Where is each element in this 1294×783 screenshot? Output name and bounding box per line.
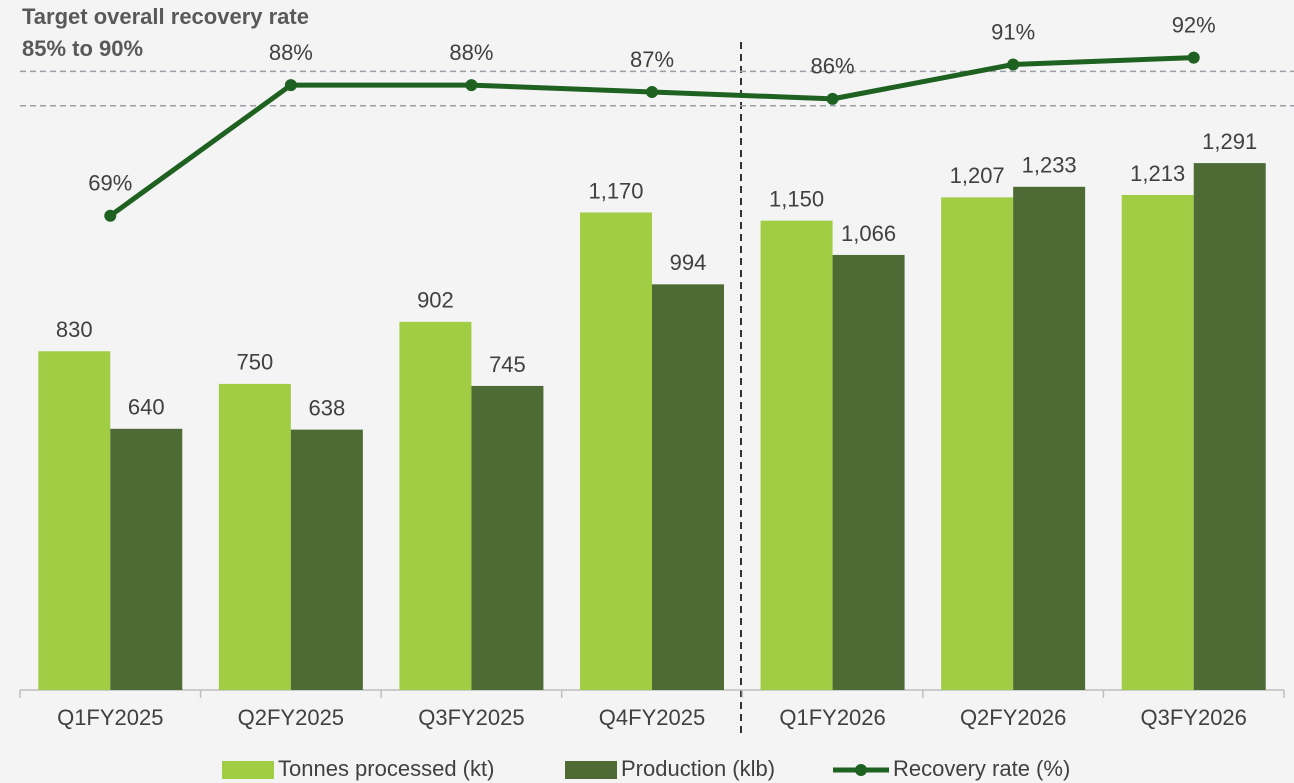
line-point [646, 85, 658, 98]
bar [290, 429, 363, 690]
bar [580, 212, 652, 690]
data-label: 640 [128, 395, 165, 420]
x-tick-label: Q2FY2026 [960, 705, 1066, 730]
line-point [104, 209, 117, 222]
data-label: 994 [670, 250, 707, 275]
data-label: 88% [449, 40, 493, 65]
bar [1013, 186, 1086, 691]
data-label: 1,233 [1022, 153, 1077, 178]
x-tick-label: Q3FY2025 [418, 705, 524, 730]
data-label: 86% [811, 54, 855, 79]
legend-swatch [855, 764, 867, 776]
data-label: 638 [308, 395, 345, 420]
data-label: 87% [630, 47, 674, 72]
line-point [1187, 51, 1200, 64]
data-label: 1,213 [1130, 161, 1185, 186]
data-label: 1,207 [950, 163, 1005, 188]
data-label: 92% [1172, 12, 1216, 37]
data-label: 745 [489, 352, 526, 377]
bar [218, 383, 291, 690]
data-label: 750 [236, 350, 273, 375]
x-tick-label: Q4FY2025 [599, 705, 705, 730]
bar [110, 428, 183, 690]
bar [652, 284, 724, 690]
line-point [465, 79, 478, 92]
data-label: 1,150 [769, 186, 824, 211]
annotation: 85% to 90% [22, 36, 143, 61]
x-tick-label: Q3FY2026 [1141, 705, 1247, 730]
legend-label: Tonnes processed (kt) [278, 756, 494, 781]
data-label: 902 [417, 288, 454, 313]
bar [941, 197, 1014, 690]
line-point [1007, 58, 1020, 71]
data-label: 1,170 [588, 178, 643, 203]
data-label: 830 [56, 317, 93, 342]
bar [38, 351, 111, 690]
legend-label: Production (klb) [621, 756, 775, 781]
bar [832, 254, 905, 690]
bar [471, 385, 544, 690]
bar [760, 220, 833, 690]
legend-swatch [565, 761, 617, 779]
line-point [284, 79, 297, 92]
data-label: 1,291 [1202, 129, 1257, 154]
bar [1193, 163, 1266, 691]
line-point [826, 92, 839, 105]
data-label: 1,066 [841, 221, 896, 246]
data-label: 91% [991, 19, 1035, 44]
x-tick-label: Q1FY2025 [57, 705, 163, 730]
data-label: 69% [88, 171, 132, 196]
data-label: 88% [269, 40, 313, 65]
annotation: Target overall recovery rate [22, 4, 309, 29]
x-tick-label: Q1FY2026 [779, 705, 885, 730]
bar [1121, 194, 1194, 690]
legend-swatch [222, 761, 274, 779]
x-tick-label: Q2FY2025 [238, 705, 344, 730]
bar [399, 321, 472, 690]
legend-label: Recovery rate (%) [893, 756, 1070, 781]
